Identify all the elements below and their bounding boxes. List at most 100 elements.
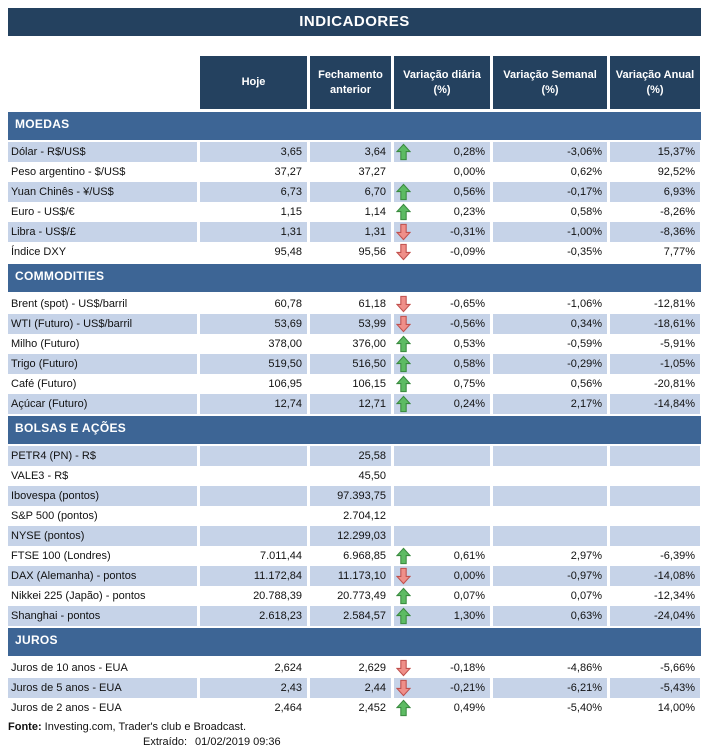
row-label: Açúcar (Futuro) [8, 394, 197, 414]
cell-fechamento: 376,00 [352, 338, 386, 350]
table-row: Trigo (Futuro) 519,50 516,50 0,58% -0,29… [8, 354, 701, 374]
cell-hoje [200, 446, 307, 466]
up-arrow-icon [396, 395, 411, 413]
cell-variacao-semanal: -5,40% [567, 702, 602, 714]
up-arrow-icon [396, 587, 411, 605]
cell-variacao-anual: -12,81% [654, 298, 695, 310]
trend-arrow-slot [396, 315, 411, 333]
table-row: Juros de 5 anos - EUA 2,43 2,44 -0,21% -… [8, 678, 701, 698]
cell-variacao-anual: -20,81% [654, 378, 695, 390]
row-label: Yuan Chinês - ¥/US$ [8, 182, 197, 202]
cell-variacao-anual: 15,37% [610, 142, 700, 162]
table-row: Brent (spot) - US$/barril 60,78 61,18 -0… [8, 294, 701, 314]
cell-variacao-semanal [493, 446, 607, 466]
cell-variacao-anual [610, 506, 700, 526]
cell-fechamento: 2.584,57 [310, 606, 391, 626]
variacao-diaria-value: 0,49% [453, 702, 485, 714]
up-arrow-icon [396, 355, 411, 373]
cell-fechamento: 106,15 [352, 378, 386, 390]
table-body: MOEDAS Dólar - R$/US$ 3,65 3,64 0,28% -3… [8, 112, 701, 718]
trend-arrow-slot [396, 223, 411, 241]
cell-variacao-anual: -6,39% [660, 550, 695, 562]
cell-variacao-anual [610, 446, 700, 466]
cell-variacao-diaria: 0,61% [394, 546, 490, 566]
cell-fechamento: 3,64 [310, 142, 391, 162]
cell-variacao-anual: -14,08% [610, 566, 700, 586]
cell-variacao-diaria: 0,53% [394, 334, 490, 354]
trend-arrow-slot [396, 679, 411, 697]
cell-fechamento: 12.299,03 [310, 526, 391, 546]
cell-hoje [200, 466, 307, 486]
row-label: FTSE 100 (Londres) [11, 550, 111, 562]
cell-hoje: 2,464 [274, 702, 302, 714]
cell-variacao-diaria: -0,09% [394, 242, 490, 262]
cell-fechamento: 45,50 [358, 470, 386, 482]
variacao-diaria-value: 0,53% [453, 338, 485, 350]
cell-variacao-diaria: -0,56% [394, 314, 490, 334]
variacao-diaria-value: -0,18% [450, 662, 485, 674]
cell-variacao-semanal: -0,35% [567, 246, 602, 258]
cell-variacao-anual: 7,77% [663, 246, 695, 258]
down-arrow-icon [396, 659, 411, 677]
cell-fechamento: 2,452 [358, 702, 386, 714]
cell-fechamento: 1,31 [310, 222, 391, 242]
extracted-timestamp: 01/02/2019 09:36 [195, 736, 281, 748]
cell-variacao-diaria: 0,75% [394, 374, 490, 394]
row-label: DAX (Alemanha) - pontos [8, 566, 197, 586]
cell-variacao-anual: -1,05% [610, 354, 700, 374]
variacao-diaria-value: -0,65% [450, 298, 485, 310]
row-label: PETR4 (PN) - R$ [8, 446, 197, 466]
cell-variacao-anual: -5,66% [660, 662, 695, 674]
cell-variacao-anual: -8,26% [660, 206, 695, 218]
cell-variacao-anual: -5,43% [610, 678, 700, 698]
cell-hoje: 2,43 [200, 678, 307, 698]
cell-variacao-diaria: 0,58% [394, 354, 490, 374]
section-header-4: JUROS [8, 628, 701, 656]
up-arrow-icon [396, 143, 411, 161]
extracted-line: Extraído: 01/02/2019 09:36 [8, 735, 701, 750]
cell-variacao-anual: 6,93% [610, 182, 700, 202]
trend-arrow-slot [396, 447, 411, 465]
table-row: Juros de 10 anos - EUA 2,624 2,629 -0,18… [8, 658, 701, 678]
up-arrow-icon [396, 335, 411, 353]
cell-variacao-semanal: -0,29% [493, 354, 607, 374]
cell-variacao-semanal: 0,58% [570, 206, 602, 218]
down-arrow-icon [396, 679, 411, 697]
trend-arrow-slot [396, 183, 411, 201]
cell-fechamento: 11.173,10 [310, 566, 391, 586]
down-arrow-icon [396, 315, 411, 333]
cell-fechamento: 61,18 [358, 298, 386, 310]
down-arrow-icon [396, 567, 411, 585]
cell-hoje: 378,00 [268, 338, 302, 350]
cell-variacao-diaria: -0,31% [394, 222, 490, 242]
cell-variacao-anual: -5,91% [660, 338, 695, 350]
table-row: Ibovespa (pontos) 97.393,75 [8, 486, 701, 506]
cell-hoje: 1,15 [280, 206, 302, 218]
cell-variacao-semanal: -3,06% [493, 142, 607, 162]
section-header-1: MOEDAS [8, 112, 701, 140]
up-arrow-icon [396, 699, 411, 717]
trend-arrow-slot [396, 203, 411, 221]
up-arrow-icon [396, 547, 411, 565]
up-arrow-icon [396, 607, 411, 625]
cell-fechamento: 6.968,85 [343, 550, 386, 562]
cell-variacao-diaria: 0,56% [394, 182, 490, 202]
trend-arrow-slot [396, 507, 411, 525]
trend-arrow-slot [396, 659, 411, 677]
cell-fechamento: 53,99 [310, 314, 391, 334]
column-header-variacao-semanal: Variação Semanal (%) [493, 56, 607, 109]
row-label: WTI (Futuro) - US$/barril [8, 314, 197, 334]
table-row: FTSE 100 (Londres) 7.011,44 6.968,85 0,6… [8, 546, 701, 566]
cell-hoje: 95,48 [274, 246, 302, 258]
row-label: Café (Futuro) [11, 378, 77, 390]
variacao-diaria-value: 0,75% [453, 378, 485, 390]
trend-arrow-slot [396, 163, 411, 181]
cell-variacao-anual [610, 526, 700, 546]
variacao-diaria-value: 0,23% [453, 206, 485, 218]
cell-variacao-diaria [394, 486, 490, 506]
cell-hoje: 2.618,23 [200, 606, 307, 626]
row-label: Milho (Futuro) [11, 338, 80, 350]
variacao-diaria-value: 0,24% [453, 398, 485, 410]
row-label: Trigo (Futuro) [8, 354, 197, 374]
cell-hoje [200, 486, 307, 506]
